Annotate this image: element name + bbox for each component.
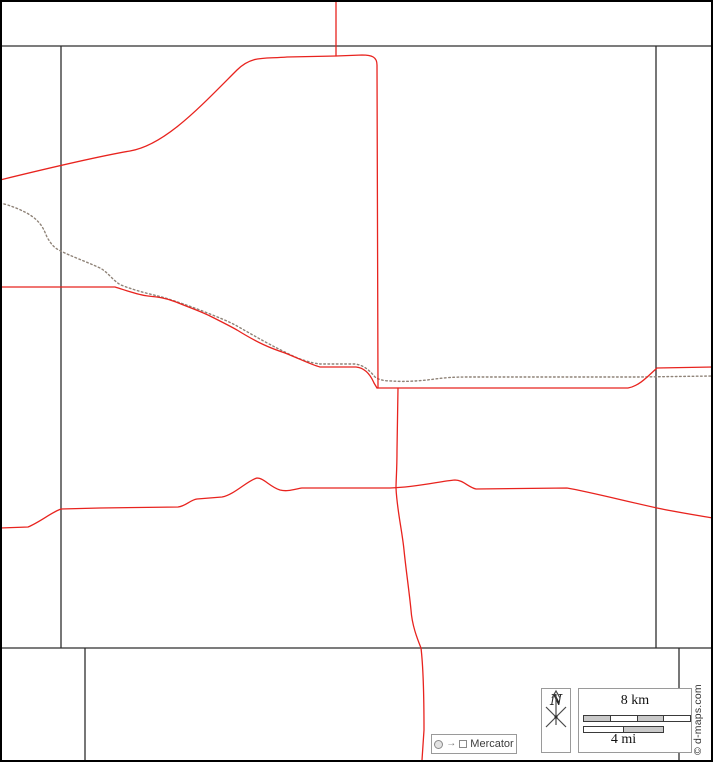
scale-km-label: 8 km: [620, 693, 650, 708]
trail-dotted: [0, 202, 713, 383]
scale-bar-box: 8 km 4 mi: [578, 688, 692, 753]
north-arrow-box: N: [541, 688, 571, 753]
road-west-diagonal: [0, 286, 378, 389]
compass-icon: [545, 689, 567, 728]
scale-mi-label: 4 mi: [610, 732, 637, 747]
globe-circle-icon: [434, 739, 444, 749]
county-boundaries: [0, 45, 713, 760]
projection-arrow-icon: →: [446, 738, 457, 749]
scale-segment: [663, 716, 690, 721]
road-south-vertical: [395, 387, 425, 761]
scale-bar-km: [583, 715, 691, 722]
projection-label: Mercator: [470, 738, 514, 750]
scale-segment: [623, 727, 663, 732]
scale-segment: [636, 716, 664, 721]
road-south-horizontal: [0, 477, 713, 529]
road-northwest-diagonal: [0, 54, 379, 389]
projection-badge: → Mercator: [431, 734, 517, 754]
scale-bar-mi: [583, 726, 664, 733]
flat-map-square-icon: [459, 740, 468, 748]
scale-segment: [584, 727, 623, 732]
road-east-horizontal: [376, 366, 713, 389]
copyright-text: © d-maps.com: [692, 684, 704, 755]
scale-segment: [609, 716, 637, 721]
scale-segment: [584, 716, 610, 721]
